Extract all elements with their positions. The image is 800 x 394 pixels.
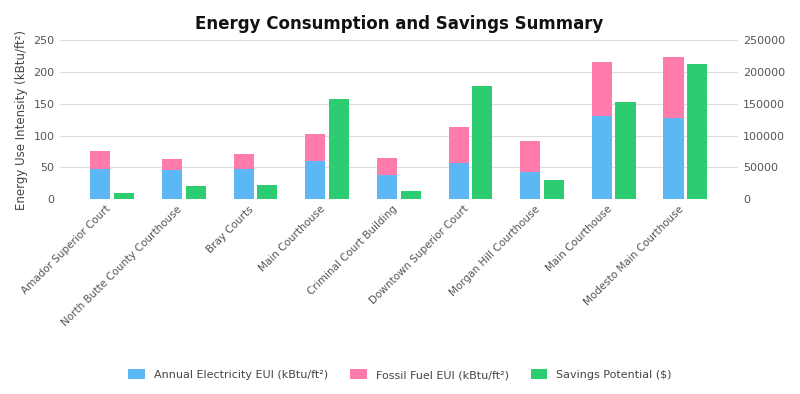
Bar bbox=[306, 134, 326, 161]
Bar bbox=[663, 118, 683, 199]
Bar bbox=[258, 185, 278, 199]
Bar bbox=[186, 186, 206, 199]
Bar bbox=[90, 151, 110, 169]
Bar bbox=[615, 102, 635, 199]
Bar bbox=[592, 62, 612, 117]
Bar bbox=[449, 163, 469, 199]
Y-axis label: Energy Use Intensity (kBtu/ft²): Energy Use Intensity (kBtu/ft²) bbox=[15, 30, 28, 210]
Bar bbox=[520, 141, 540, 173]
Bar bbox=[687, 64, 707, 199]
Bar bbox=[449, 126, 469, 163]
Title: Energy Consumption and Savings Summary: Energy Consumption and Savings Summary bbox=[194, 15, 603, 33]
Bar bbox=[90, 169, 110, 199]
Bar bbox=[401, 191, 421, 199]
Bar bbox=[114, 193, 134, 199]
Bar bbox=[472, 86, 492, 199]
Bar bbox=[520, 173, 540, 199]
Bar bbox=[306, 161, 326, 199]
Bar bbox=[544, 180, 564, 199]
Bar bbox=[592, 117, 612, 199]
Bar bbox=[234, 154, 254, 169]
Bar bbox=[162, 159, 182, 170]
Legend: Annual Electricity EUI (kBtu/ft²), Fossil Fuel EUI (kBtu/ft²), Savings Potential: Annual Electricity EUI (kBtu/ft²), Fossi… bbox=[124, 365, 676, 385]
Bar bbox=[162, 170, 182, 199]
Bar bbox=[329, 99, 349, 199]
Bar bbox=[377, 175, 397, 199]
Bar bbox=[234, 169, 254, 199]
Bar bbox=[663, 57, 683, 118]
Bar bbox=[377, 158, 397, 175]
